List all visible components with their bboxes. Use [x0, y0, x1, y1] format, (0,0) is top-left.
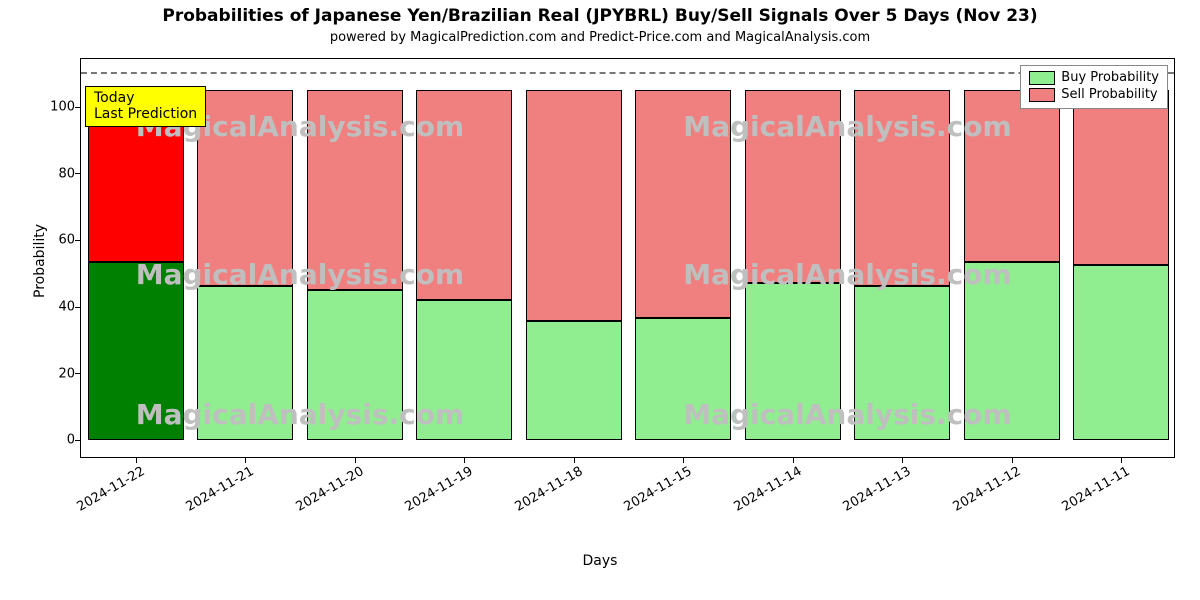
bar-group: [635, 90, 731, 440]
watermark-text: MagicalAnalysis.com: [683, 258, 1011, 291]
chart-container: { "title": { "text": "Probabilities of J…: [0, 0, 1200, 600]
legend-label: Buy Probability: [1061, 70, 1159, 87]
x-axis-label: Days: [0, 553, 1200, 569]
buy-bar: [745, 283, 841, 441]
xtick-label: 2024-11-14: [727, 457, 804, 515]
annotation-line: Today: [94, 90, 197, 107]
chart-title: Probabilities of Japanese Yen/Brazilian …: [0, 6, 1200, 26]
xtick-label: 2024-11-12: [946, 457, 1023, 515]
buy-bar: [307, 290, 403, 441]
bar-group: [416, 90, 512, 440]
xtick-label: 2024-11-22: [70, 457, 147, 515]
sell-bar: [416, 90, 512, 300]
ytick-label: 60: [58, 233, 81, 248]
reference-line: [81, 72, 1174, 74]
sell-bar: [197, 90, 293, 286]
sell-bar: [526, 90, 622, 321]
sell-bar: [854, 90, 950, 286]
xtick-label: 2024-11-19: [399, 457, 476, 515]
today-annotation: TodayLast Prediction: [85, 86, 206, 128]
bar-group: [526, 90, 622, 440]
sell-bar: [1073, 90, 1169, 265]
bar-group: [854, 90, 950, 440]
buy-bar: [854, 286, 950, 440]
bar-group: [88, 90, 184, 440]
sell-bar: [964, 90, 1060, 262]
xtick-label: 2024-11-20: [289, 457, 366, 515]
legend-swatch: [1029, 88, 1055, 102]
ytick-label: 100: [50, 100, 81, 115]
xtick-label: 2024-11-15: [618, 457, 695, 515]
buy-bar: [88, 262, 184, 441]
sell-bar: [745, 90, 841, 283]
watermark-text: MagicalAnalysis.com: [683, 398, 1011, 431]
ytick-label: 40: [58, 300, 81, 315]
buy-bar: [1073, 265, 1169, 440]
y-axis-label: Probability: [32, 224, 48, 298]
legend-item: Buy Probability: [1029, 70, 1159, 87]
watermark-text: MagicalAnalysis.com: [136, 398, 464, 431]
bar-group: [964, 90, 1060, 440]
bar-group: [197, 90, 293, 440]
xtick-label: 2024-11-18: [508, 457, 585, 515]
legend-item: Sell Probability: [1029, 87, 1159, 104]
xtick-label: 2024-11-11: [1056, 457, 1133, 515]
annotation-line: Last Prediction: [94, 106, 197, 123]
bar-group: [745, 90, 841, 440]
buy-bar: [635, 318, 731, 441]
sell-bar: [307, 90, 403, 290]
ytick-label: 80: [58, 166, 81, 181]
legend-swatch: [1029, 71, 1055, 85]
buy-bar: [197, 286, 293, 440]
buy-bar: [526, 321, 622, 440]
xtick-label: 2024-11-21: [180, 457, 257, 515]
chart-subtitle: powered by MagicalPrediction.com and Pre…: [0, 30, 1200, 45]
buy-bar: [416, 300, 512, 440]
bar-group: [307, 90, 403, 440]
legend-label: Sell Probability: [1061, 87, 1157, 104]
ytick-label: 0: [67, 433, 81, 448]
legend: Buy ProbabilitySell Probability: [1020, 65, 1168, 109]
watermark-text: MagicalAnalysis.com: [683, 110, 1011, 143]
plot-area: MagicalAnalysis.com MagicalAnalysis.com Ma…: [80, 58, 1175, 458]
sell-bar: [635, 90, 731, 318]
ytick-label: 20: [58, 366, 81, 381]
buy-bar: [964, 262, 1060, 441]
xtick-label: 2024-11-13: [837, 457, 914, 515]
watermark-text: MagicalAnalysis.com: [136, 258, 464, 291]
bar-group: [1073, 90, 1169, 440]
